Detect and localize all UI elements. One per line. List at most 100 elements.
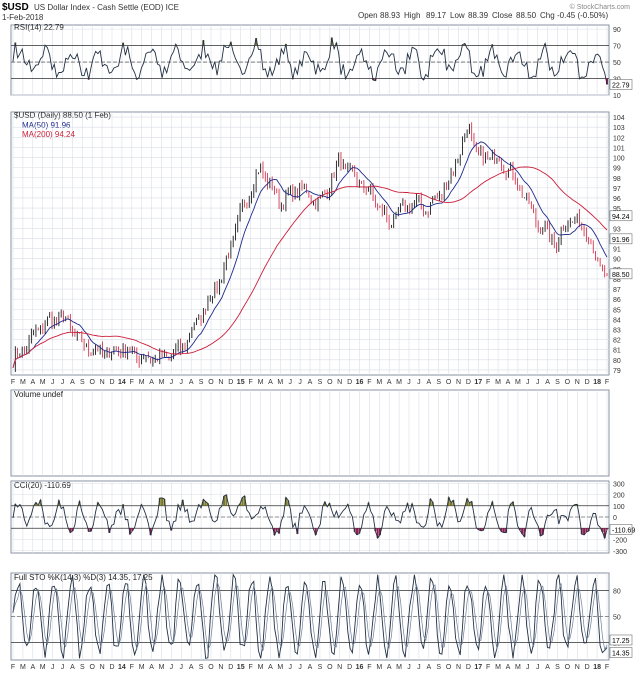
y-tick-label: 86 [613,297,621,304]
x-tick-label: J [180,664,184,671]
x-tick-label: J [298,379,302,386]
cci-line [12,494,608,540]
x-tick-label: A [189,379,194,386]
x-tick-label: A [70,379,75,386]
x-tick-label: O [208,664,214,671]
x-tick-label: N [575,379,580,386]
x-tick-label: J [61,379,65,386]
value-tag-text: 22.79 [612,82,630,89]
value-tag-text: 94.24 [612,214,630,221]
y-tick-label: 87 [613,287,621,294]
x-tick-label: M [396,379,402,386]
symbol-title: $USD [2,2,29,13]
x-tick-label: O [89,664,95,671]
x-tick-label: S [318,664,323,671]
ma200-legend: MA(200) 94.24 [22,130,75,139]
y-tick-label: 50 [613,615,621,622]
value-tag-text: 88.50 [612,272,630,279]
x-tick-label: 15 [237,664,245,671]
y-tick-label: 50 [613,60,621,67]
x-tick-label: M [515,379,521,386]
x-tick-label: O [327,379,333,386]
x-tick-label: 18 [593,664,601,671]
x-tick-label: J [417,664,421,671]
y-tick-label: 104 [613,115,625,122]
x-tick-label: F [11,664,15,671]
x-tick-label: A [149,379,154,386]
x-tick-label: A [149,664,154,671]
y-tick-label: 80 [613,358,621,365]
x-tick-label: F [130,379,134,386]
x-tick-label: D [466,664,471,671]
x-tick-label: A [268,664,273,671]
x-tick-label: M [515,664,521,671]
x-tick-label: D [585,664,590,671]
x-tick-label: M [139,664,145,671]
y-tick-label: 100 [613,504,625,511]
value-tag [609,634,633,646]
x-tick-label: M [258,379,264,386]
y-tick-label: 10 [613,93,621,100]
x-tick-label: F [130,664,134,671]
x-tick-label: A [308,379,313,386]
x-tick-label: F [248,379,252,386]
x-tick-label: A [30,664,35,671]
y-tick-label: 70 [613,44,621,51]
x-tick-label: A [506,379,511,386]
x-tick-label: 15 [237,379,245,386]
x-tick-label: A [70,664,75,671]
rsi-label: RSI(14) 22.79 [14,23,64,32]
svg-text:89.17: 89.17 [426,11,447,20]
x-tick-label: J [288,664,292,671]
value-tag [609,79,633,90]
x-tick-label: F [367,664,371,671]
value-tag-text: 91.96 [612,237,630,244]
x-tick-label: J [407,379,411,386]
y-tick-label: 81 [613,348,621,355]
value-tag [609,524,633,535]
price-label: $USD (Daily) 88.50 (1 Feb) [14,111,111,120]
x-tick-label: O [565,664,571,671]
x-tick-label: D [109,664,114,671]
x-tick-label: N [218,379,223,386]
sto-k-line [12,573,608,659]
x-tick-label: A [545,379,550,386]
x-tick-label: N [100,379,105,386]
svg-text:88.50: 88.50 [516,11,537,20]
sto-d-line [12,580,608,651]
y-tick-label: 93 [613,226,621,233]
ma50-legend: MA(50) 91.96 [22,121,71,130]
x-tick-label: S [555,379,560,386]
x-tick-label: 18 [593,379,601,386]
y-tick-label: 83 [613,327,621,334]
x-tick-label: J [526,664,530,671]
x-tick-label: M [396,664,402,671]
y-tick-label: 103 [613,125,625,132]
x-tick-label: M [258,664,264,671]
x-tick-label: N [337,379,342,386]
x-tick-label: D [466,379,471,386]
x-tick-label: A [506,664,511,671]
value-tag-text: 14.35 [612,651,630,658]
y-tick-label: 96 [613,196,621,203]
x-tick-label: O [327,664,333,671]
x-tick-label: N [218,664,223,671]
svg-text:Low: Low [450,11,465,20]
x-tick-label: J [51,379,55,386]
x-tick-label: D [109,379,114,386]
x-tick-label: S [436,664,441,671]
ohlc-readout: Open 88.93 High 89.17 Low 88.39 Close 88… [358,11,608,20]
x-tick-label: N [456,379,461,386]
ma50-line [12,141,608,369]
x-tick-label: A [426,664,431,671]
svg-text:88.39: 88.39 [468,11,489,20]
x-tick-label: J [180,379,184,386]
x-tick-label: N [575,664,580,671]
x-tick-label: A [30,379,35,386]
y-tick-label: 200 [613,493,625,500]
y-tick-label: 99 [613,166,621,173]
x-tick-label: 16 [356,664,364,671]
x-tick-label: M [20,664,26,671]
y-tick-label: 102 [613,135,625,142]
x-tick-label: S [80,379,85,386]
